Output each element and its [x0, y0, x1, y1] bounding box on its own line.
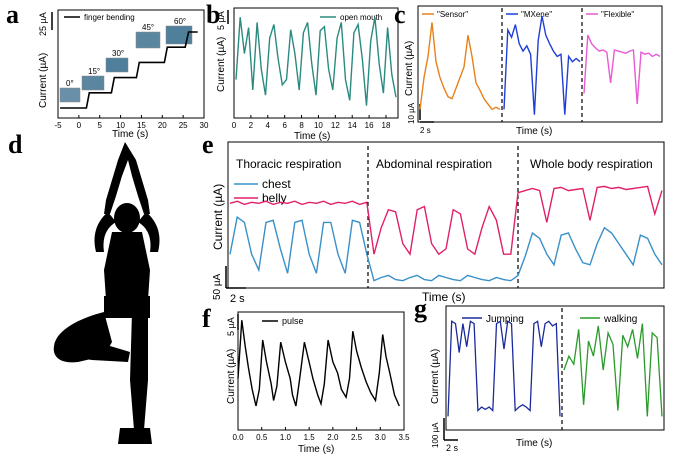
section-title-thoracic: Thoracic respiration [236, 157, 341, 171]
finger-photo-30 [105, 57, 129, 73]
y-axis-label-b: Current (µA) [216, 37, 227, 92]
b-tick-label-5: 10 [314, 121, 323, 130]
series-line-sensor [419, 22, 501, 111]
x-axis-label-g: Time (s) [516, 438, 552, 449]
time-bar-label-g: 2 s [446, 443, 459, 453]
legend-label-walking: walking [603, 314, 637, 325]
f-tick-label-5: 2.5 [351, 433, 363, 442]
section-title-whole-body: Whole body respiration [530, 157, 653, 171]
scale-bar-label-c: 10 µA [407, 102, 416, 124]
plot-frame-c [417, 5, 663, 123]
a-tick-label-3: 10 [116, 121, 125, 130]
legend-label-f: pulse [282, 316, 304, 326]
angle-label-1: 15° [88, 67, 100, 76]
series-line-chest [229, 215, 663, 282]
b-tick-label-0: 0 [232, 121, 237, 130]
f-tick-label-3: 1.5 [304, 433, 316, 442]
a-tick-label-2: 5 [97, 121, 102, 130]
legend-label-sensor: "Sensor" [437, 10, 468, 19]
angle-label-0: 0° [66, 79, 74, 88]
plot-frame-a [57, 9, 205, 119]
f-tick-label-6: 3.0 [375, 433, 387, 442]
plot-frame-g [445, 305, 665, 431]
angle-label-3: 45° [142, 23, 154, 32]
legend-label-chest: chest [262, 177, 291, 191]
f-tick-label-1: 0.5 [256, 433, 268, 442]
series-line-belly [229, 185, 663, 257]
a-tick-label-1: 0 [77, 121, 82, 130]
series-line-jumping [447, 320, 561, 417]
plot-frame-b [233, 7, 399, 119]
a-tick-label-0: -5 [54, 121, 62, 130]
panel-label-b: b [206, 0, 221, 29]
b-tick-label-1: 2 [249, 121, 254, 130]
x-axis-label-c: Time (s) [516, 126, 552, 137]
section-title-abdominal: Abdominal respiration [376, 157, 492, 171]
y-axis-label-a: Current (µA) [38, 53, 49, 108]
y-axis-label-e: Current (µA) [211, 184, 225, 250]
y-axis-label-g: Current (µA) [430, 349, 441, 404]
plot-frame-e [227, 141, 665, 289]
panel-label-a: a [6, 0, 19, 29]
f-tick-label-0: 0.0 [232, 433, 244, 442]
b-tick-label-3: 6 [282, 121, 287, 130]
y-axis-label-c: Current (µA) [404, 41, 415, 96]
y-axis-label-f: Current (µA) [226, 349, 237, 404]
b-tick-label-7: 14 [348, 121, 357, 130]
panel-label-g: g [414, 294, 427, 323]
f-tick-label-7: 3.5 [398, 433, 410, 442]
panel-label-f: f [202, 304, 211, 333]
f-tick-label-2: 1.0 [280, 433, 292, 442]
x-axis-label-b: Time (s) [294, 131, 330, 142]
legend-label-mxene: "MXene" [521, 10, 552, 19]
f-tick-label-4: 2.0 [327, 433, 339, 442]
finger-photo-45 [135, 31, 161, 49]
x-axis-label-a: Time (s) [112, 129, 148, 140]
series-line-walking [563, 323, 663, 417]
series-line-b [235, 17, 397, 106]
series-line-mxene [503, 15, 581, 115]
finger-photo-0 [59, 87, 81, 103]
b-tick-label-9: 18 [382, 121, 391, 130]
b-tick-label-8: 16 [365, 121, 374, 130]
scale-bar-label-g: 100 µA [431, 422, 440, 448]
finger-photo-60 [165, 25, 193, 45]
panel-label-c: c [394, 0, 406, 29]
x-axis-label-e: Time (s) [422, 290, 466, 304]
scale-bar-label-e: 50 µA [212, 273, 223, 300]
b-tick-label-4: 8 [299, 121, 304, 130]
legend-label-b: open mouth [340, 13, 382, 22]
scale-bar-label-b: 5 µA [216, 11, 226, 30]
legend-label-jumping: Jumping [486, 314, 524, 325]
series-line-f [237, 320, 400, 407]
legend-label-flexible: "Flexible" [601, 10, 634, 19]
a-tick-label-5: 20 [158, 121, 167, 130]
a-tick-label-4: 15 [137, 121, 146, 130]
panel-label-e: e [202, 130, 214, 159]
angle-label-4: 60° [174, 17, 186, 26]
finger-photo-15 [81, 75, 105, 91]
panel-label-d: d [8, 130, 23, 159]
scale-bar-label-f: 5 µA [226, 317, 236, 336]
a-tick-label-7: 30 [200, 121, 209, 130]
time-bar-label-c: 2 s [420, 126, 431, 135]
b-tick-label-2: 4 [266, 121, 271, 130]
a-tick-label-6: 25 [179, 121, 188, 130]
legend-label-a: finger bending [84, 13, 135, 22]
series-line-a [60, 31, 198, 109]
series-line-flexible [583, 34, 661, 105]
b-tick-label-6: 12 [331, 121, 340, 130]
x-axis-label-f: Time (s) [298, 444, 334, 455]
silhouette-figure [53, 142, 160, 444]
angle-label-2: 30° [112, 49, 124, 58]
time-bar-label-e: 2 s [230, 293, 245, 305]
scale-bar-label-a: 25 µA [38, 12, 48, 36]
